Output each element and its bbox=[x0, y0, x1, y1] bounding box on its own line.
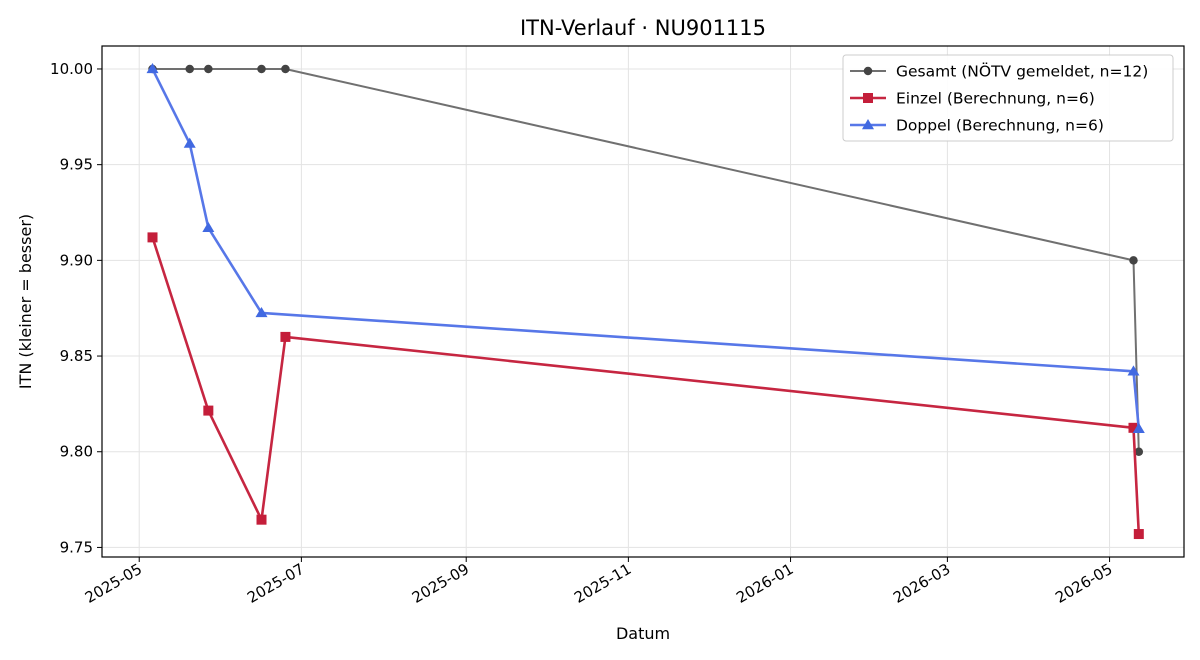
legend-marker bbox=[863, 66, 873, 76]
series-gesamt bbox=[148, 64, 1144, 456]
legend-label: Doppel (Berechnung, n=6) bbox=[896, 117, 1104, 135]
x-tick-label: 2026-03 bbox=[890, 560, 953, 607]
x-tick-label: 2025-07 bbox=[244, 560, 307, 607]
data-point bbox=[1132, 422, 1145, 433]
data-point bbox=[255, 306, 268, 318]
data-point bbox=[1133, 529, 1144, 540]
legend-item: Einzel (Berechnung, n=6) bbox=[850, 90, 1095, 108]
plot-frame bbox=[101, 45, 1185, 558]
y-tick-label: 9.85 bbox=[60, 347, 93, 365]
x-axis-title: Datum bbox=[616, 624, 670, 643]
data-point bbox=[204, 64, 213, 74]
series-einzel bbox=[147, 232, 1144, 540]
data-point bbox=[202, 221, 215, 233]
data-point bbox=[256, 514, 267, 525]
x-tick-label: 2026-05 bbox=[1052, 560, 1115, 607]
y-tick-label: 9.90 bbox=[60, 251, 93, 269]
legend-item: Doppel (Berechnung, n=6) bbox=[850, 117, 1104, 135]
y-tick-label: 9.75 bbox=[60, 538, 93, 556]
y-tick-label: 9.80 bbox=[60, 443, 93, 461]
x-tick-label: 2025-09 bbox=[409, 560, 472, 607]
series-doppel bbox=[146, 62, 1145, 433]
legend: Gesamt (NÖTV gemeldet, n=12) Einzel (Bere… bbox=[842, 54, 1174, 142]
y-tick-label: 10.00 bbox=[50, 60, 93, 78]
y-tick-label: 9.95 bbox=[60, 156, 93, 174]
data-point bbox=[1134, 447, 1144, 456]
x-tick-label: 2026-01 bbox=[733, 560, 796, 607]
x-tick-label: 2025-05 bbox=[82, 560, 145, 607]
data-point bbox=[1128, 422, 1139, 433]
legend-marker bbox=[863, 93, 873, 103]
series-line bbox=[151, 236, 1141, 535]
data-point bbox=[281, 64, 290, 74]
data-point bbox=[1129, 256, 1138, 265]
data-point bbox=[257, 64, 266, 74]
data-point bbox=[146, 62, 159, 74]
legend-label: Gesamt (NÖTV gemeldet, n=12) bbox=[896, 62, 1148, 81]
series-layer bbox=[146, 62, 1145, 540]
data-point bbox=[147, 232, 158, 243]
series-line bbox=[151, 68, 1141, 429]
legend-marker bbox=[862, 119, 874, 130]
x-tick-label: 2025-11 bbox=[571, 560, 634, 607]
legend-box bbox=[842, 54, 1174, 142]
legend-label: Einzel (Berechnung, n=6) bbox=[896, 90, 1095, 108]
legend-item: Gesamt (NÖTV gemeldet, n=12) bbox=[850, 62, 1148, 81]
chart-title: ITN-Verlauf · NU901115 bbox=[520, 16, 766, 40]
data-point bbox=[185, 64, 194, 74]
y-axis-title: ITN (kleiner = besser) bbox=[16, 214, 35, 389]
data-point bbox=[203, 405, 214, 416]
data-point bbox=[280, 331, 291, 342]
data-point bbox=[183, 137, 196, 148]
data-point bbox=[1127, 365, 1140, 376]
